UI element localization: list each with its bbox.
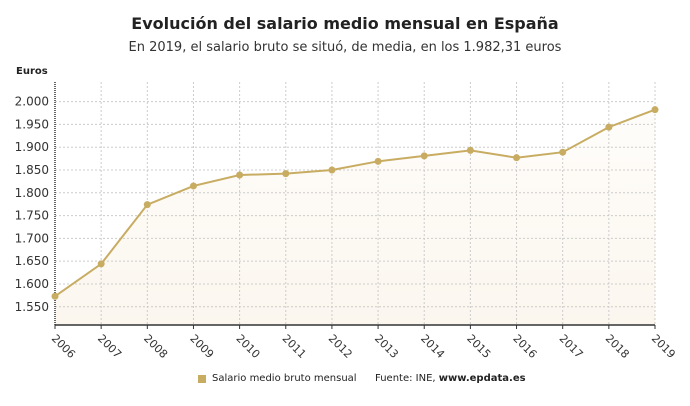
y-tick-label: 1.900 xyxy=(15,140,49,154)
y-tick-label: 1.550 xyxy=(15,300,49,314)
data-point xyxy=(328,166,336,174)
data-point xyxy=(651,106,659,114)
x-tick-label: 2014 xyxy=(418,332,447,361)
x-tick-label: 2016 xyxy=(510,332,539,361)
y-tick-label: 1.600 xyxy=(15,277,49,291)
source-prefix: Fuente: INE, xyxy=(375,373,439,384)
data-point xyxy=(236,171,244,179)
x-tick-label: 2015 xyxy=(464,332,493,361)
source-note: Fuente: INE, www.epdata.es xyxy=(375,373,526,384)
data-point xyxy=(513,154,521,162)
y-tick-label: 2.000 xyxy=(15,95,49,109)
x-tick-label: 2007 xyxy=(95,332,124,361)
x-tick-label: 2011 xyxy=(280,332,309,361)
x-tick-label: 2006 xyxy=(49,332,78,361)
chart-subtitle: En 2019, el salario bruto se situó, de m… xyxy=(128,40,562,55)
y-tick-label: 1.700 xyxy=(15,231,49,245)
x-tick-label: 2012 xyxy=(326,332,355,361)
data-point xyxy=(559,148,567,156)
data-point xyxy=(466,146,474,154)
data-point xyxy=(374,157,382,165)
source-site[interactable]: www.epdata.es xyxy=(438,373,526,384)
legend-label: Salario medio bruto mensual xyxy=(212,373,357,384)
series-line xyxy=(54,108,656,298)
x-tick-label: 2010 xyxy=(233,332,262,361)
x-tick-label: 2009 xyxy=(187,332,216,361)
data-point xyxy=(420,152,428,160)
data-point xyxy=(51,292,59,300)
data-point xyxy=(97,260,105,268)
chart-title: Evolución del salario medio mensual en E… xyxy=(131,14,559,33)
x-tick-label: 2018 xyxy=(603,332,632,361)
legend: Salario medio bruto mensual xyxy=(198,373,357,384)
data-point xyxy=(143,201,151,209)
y-tick-label: 1.950 xyxy=(15,117,49,131)
y-tick-label: 1.850 xyxy=(15,163,49,177)
x-tick-label: 2017 xyxy=(557,332,586,361)
data-point xyxy=(605,123,613,131)
y-tick-label: 1.750 xyxy=(15,209,49,223)
y-tick-label: 1.650 xyxy=(15,254,49,268)
legend-swatch xyxy=(198,374,206,383)
x-tick-label: 2013 xyxy=(372,332,401,361)
data-point xyxy=(282,170,290,178)
y-axis-label: Euros xyxy=(16,66,48,77)
data-point xyxy=(189,182,197,190)
area-fill xyxy=(55,109,655,325)
x-tick-label: 2019 xyxy=(649,332,678,361)
y-tick-label: 1.800 xyxy=(15,186,49,200)
x-tick-label: 2008 xyxy=(141,332,170,361)
